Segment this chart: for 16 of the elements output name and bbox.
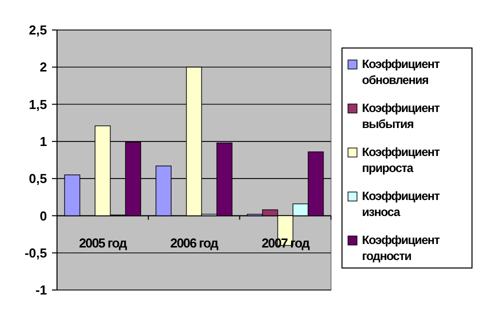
x-tick-label: 2006 год (170, 236, 220, 251)
legend-label: Коэффициент износа (362, 189, 440, 219)
legend-label: Коэффициент годности (362, 233, 440, 263)
y-tick-label: 2,5 (28, 22, 47, 38)
x-tick-label: 2005 год (78, 236, 128, 251)
y-tick-label: 2 (40, 60, 47, 75)
y-tick-label: -0,5 (24, 245, 47, 260)
legend-label: Коэффициент прироста (362, 145, 440, 175)
legend-label: Коэффициент обновления (362, 57, 440, 87)
x-tick-label: 2007 год (262, 236, 311, 251)
y-tick-label: 0 (40, 208, 47, 224)
y-tick-label: 0,5 (28, 171, 47, 186)
legend-label: Коэффициент выбытия (362, 101, 440, 131)
y-tick-label: 1 (40, 134, 47, 149)
y-tick-label: 1,5 (28, 96, 47, 112)
y-tick-label: -1 (35, 282, 47, 298)
